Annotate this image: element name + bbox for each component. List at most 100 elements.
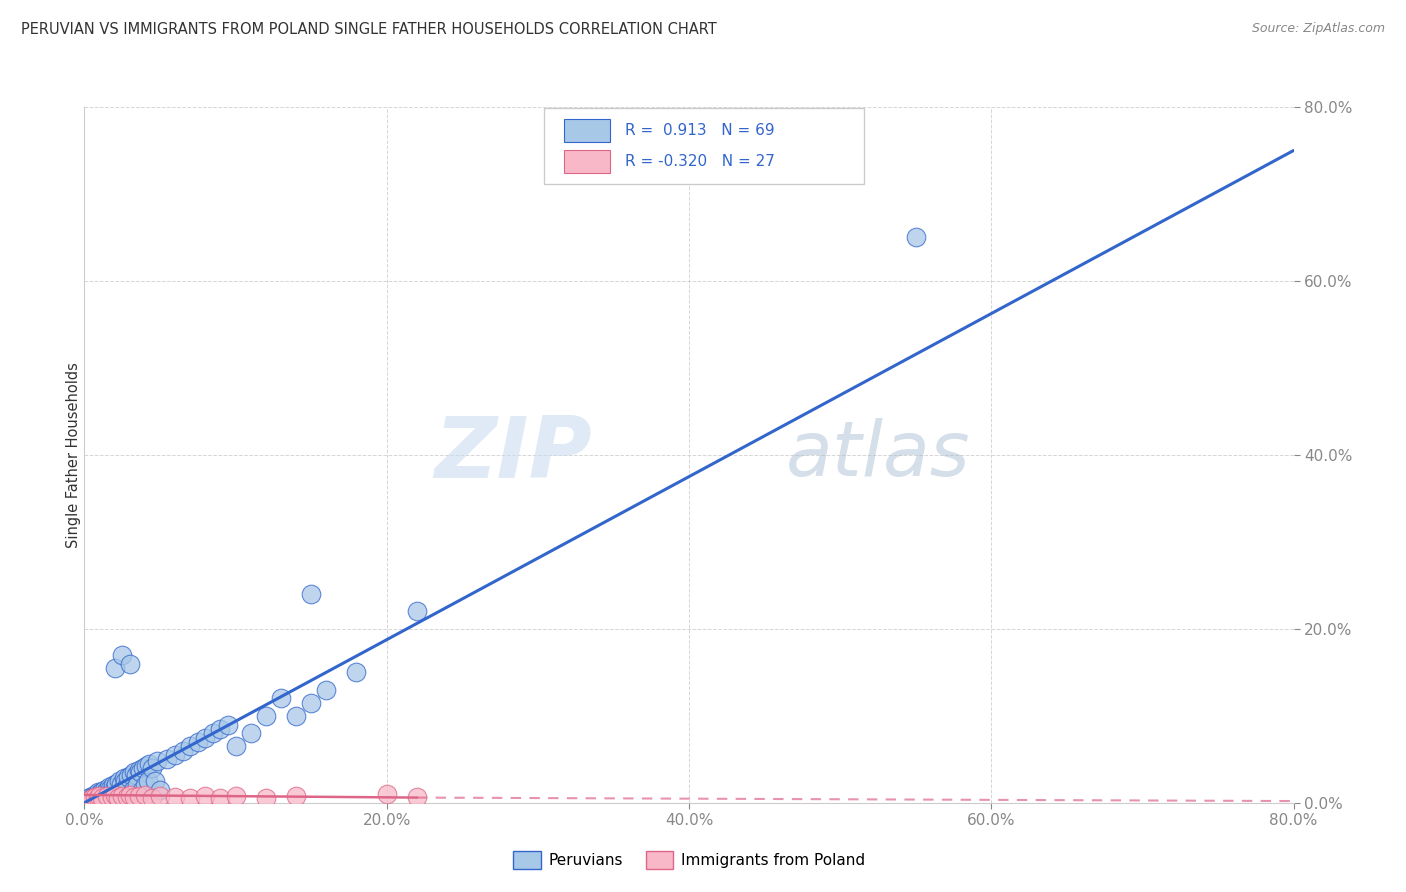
Point — [128, 763, 150, 777]
Point — [80, 791, 103, 805]
Text: atlas: atlas — [786, 418, 970, 491]
Point — [96, 789, 118, 803]
Point — [254, 790, 277, 805]
Text: ZIP: ZIP — [434, 413, 592, 497]
Point — [132, 761, 155, 775]
Point — [111, 789, 134, 803]
Point — [97, 780, 120, 794]
Point — [131, 782, 153, 797]
Point — [89, 787, 111, 801]
Point — [149, 789, 172, 803]
Point — [107, 787, 129, 801]
Point — [194, 789, 217, 803]
Point — [209, 722, 232, 736]
Point — [89, 789, 111, 803]
Point — [138, 756, 160, 771]
Point — [315, 682, 337, 697]
Point — [114, 774, 136, 789]
Point — [179, 790, 201, 805]
Point — [141, 761, 163, 775]
Point — [90, 785, 112, 799]
Y-axis label: Single Father Households: Single Father Households — [66, 362, 80, 548]
Point — [104, 780, 127, 794]
Point — [118, 788, 141, 802]
Point — [100, 782, 122, 797]
Point — [93, 782, 115, 797]
Point — [163, 747, 186, 762]
Point — [904, 230, 927, 244]
Point — [110, 777, 132, 791]
Point — [127, 778, 149, 792]
Point — [146, 754, 169, 768]
Point — [98, 781, 121, 796]
Point — [86, 787, 108, 801]
Point — [117, 770, 139, 784]
Point — [122, 765, 145, 780]
Point — [76, 793, 98, 807]
Point — [115, 789, 138, 804]
Point — [77, 793, 100, 807]
Text: R =  0.913   N = 69: R = 0.913 N = 69 — [624, 122, 775, 137]
Point — [129, 765, 152, 780]
Point — [101, 778, 124, 792]
Point — [346, 665, 368, 680]
Point — [84, 789, 107, 804]
Point — [163, 789, 186, 804]
Point — [209, 790, 232, 805]
FancyBboxPatch shape — [544, 109, 865, 184]
Point — [91, 790, 114, 805]
Point — [107, 790, 129, 805]
Point — [194, 731, 217, 745]
Point — [134, 788, 156, 802]
Point — [94, 783, 117, 797]
Point — [239, 726, 262, 740]
Point — [135, 759, 157, 773]
Point — [128, 789, 150, 803]
Point — [111, 782, 134, 797]
Point — [118, 787, 141, 801]
Point — [104, 788, 127, 802]
Legend: Peruvians, Immigrants from Poland: Peruvians, Immigrants from Poland — [508, 846, 870, 875]
Point — [149, 782, 172, 797]
Point — [225, 789, 247, 803]
Point — [134, 778, 156, 792]
Point — [299, 587, 322, 601]
Bar — [564, 150, 610, 173]
Point — [270, 691, 292, 706]
Point — [121, 782, 143, 797]
Point — [96, 787, 118, 801]
Point — [84, 789, 107, 803]
Point — [217, 717, 239, 731]
Text: Source: ZipAtlas.com: Source: ZipAtlas.com — [1251, 22, 1385, 36]
Point — [111, 648, 134, 662]
Point — [82, 789, 104, 803]
Point — [112, 772, 135, 786]
Text: R = -0.320   N = 27: R = -0.320 N = 27 — [624, 153, 775, 169]
Point — [225, 739, 247, 754]
Point — [125, 768, 148, 782]
Point — [284, 789, 308, 803]
Point — [108, 774, 131, 789]
Point — [122, 789, 145, 804]
Point — [284, 708, 308, 723]
Point — [145, 774, 167, 789]
Point — [172, 744, 194, 758]
Point — [299, 696, 322, 710]
Point — [115, 778, 138, 792]
Text: PERUVIAN VS IMMIGRANTS FROM POLAND SINGLE FATHER HOUSEHOLDS CORRELATION CHART: PERUVIAN VS IMMIGRANTS FROM POLAND SINGL… — [21, 22, 717, 37]
Point — [179, 739, 201, 754]
Point — [136, 774, 159, 789]
Point — [375, 787, 398, 801]
Point — [254, 708, 277, 723]
Point — [80, 791, 103, 805]
Point — [156, 752, 179, 766]
Point — [79, 789, 101, 804]
Point — [406, 789, 429, 804]
Point — [87, 785, 110, 799]
Point — [406, 605, 429, 619]
Point — [201, 726, 224, 740]
Point — [100, 789, 122, 804]
Point — [105, 777, 128, 791]
Point — [91, 791, 114, 805]
Point — [77, 791, 100, 805]
